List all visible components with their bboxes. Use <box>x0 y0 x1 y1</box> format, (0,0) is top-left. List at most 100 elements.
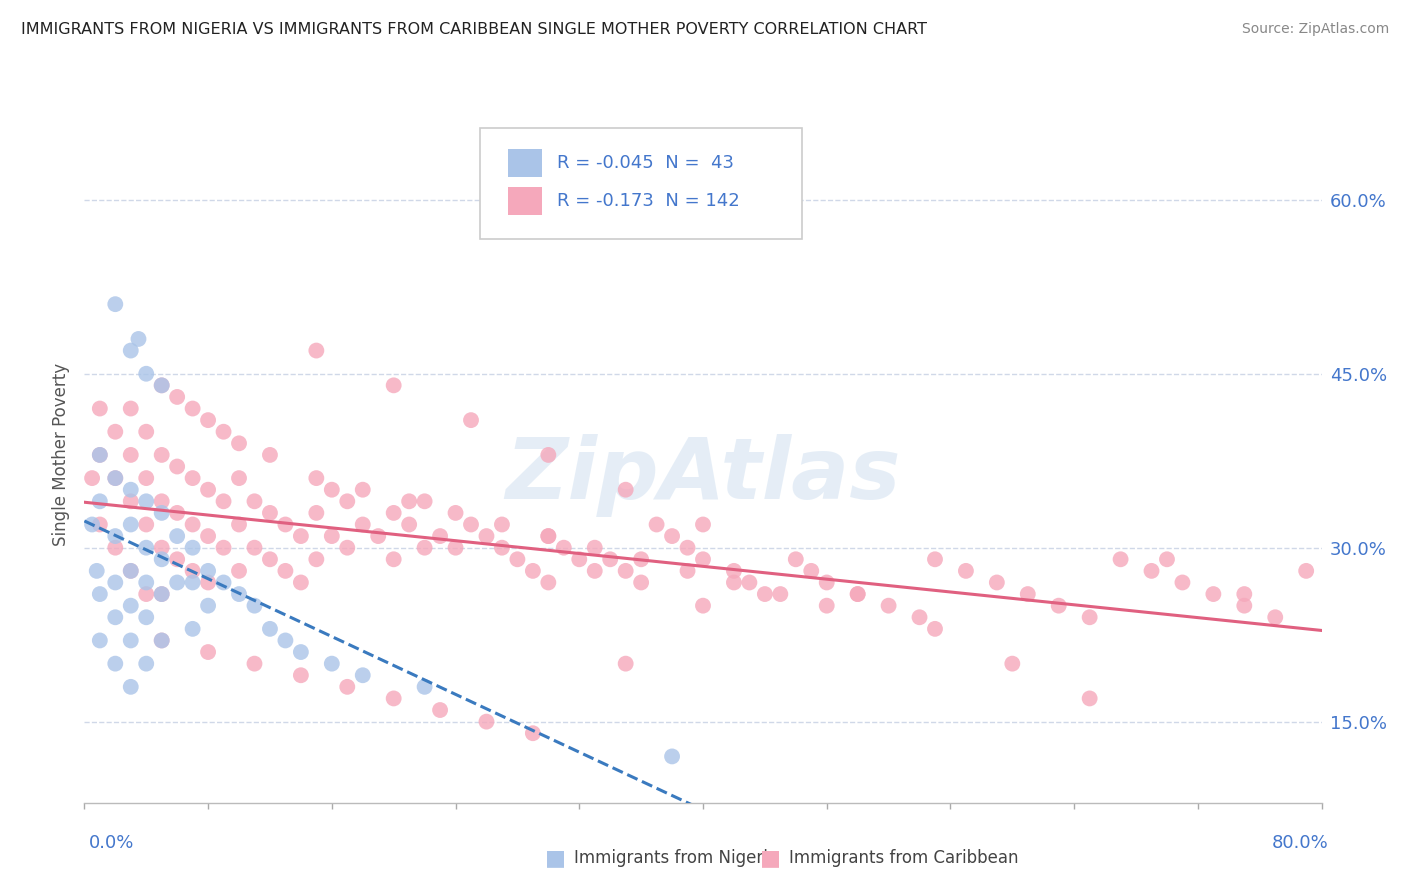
Point <box>413 680 436 694</box>
Text: 0.0%: 0.0% <box>89 834 134 852</box>
Point <box>305 552 328 566</box>
Point <box>537 575 560 590</box>
Point <box>120 680 142 694</box>
Point <box>89 494 111 508</box>
Point <box>120 494 142 508</box>
Point <box>444 541 467 555</box>
Point <box>1017 587 1039 601</box>
Point <box>135 575 157 590</box>
Point <box>475 714 498 729</box>
Point <box>135 494 157 508</box>
Point <box>120 564 142 578</box>
Point <box>815 575 838 590</box>
Point <box>846 587 869 601</box>
Point <box>630 575 652 590</box>
Point <box>800 564 823 578</box>
Point <box>120 401 142 416</box>
Point <box>243 494 266 508</box>
Point <box>212 575 235 590</box>
Point <box>150 378 173 392</box>
Point <box>614 657 637 671</box>
Point <box>382 506 405 520</box>
Point <box>89 401 111 416</box>
Point <box>259 622 281 636</box>
Point <box>475 529 498 543</box>
Point <box>150 378 173 392</box>
Point <box>243 657 266 671</box>
Point <box>522 726 544 740</box>
Point <box>382 378 405 392</box>
Point <box>352 483 374 497</box>
Point <box>290 645 312 659</box>
Point <box>955 564 977 578</box>
Point <box>181 517 204 532</box>
Point <box>274 633 297 648</box>
Point <box>321 483 343 497</box>
Point <box>228 517 250 532</box>
FancyBboxPatch shape <box>481 128 801 239</box>
Point <box>135 517 157 532</box>
Point <box>212 541 235 555</box>
Point <box>150 552 173 566</box>
Point <box>460 517 482 532</box>
Point <box>1140 564 1163 578</box>
Point <box>305 343 328 358</box>
Point <box>506 552 529 566</box>
Point <box>104 541 127 555</box>
Point <box>553 541 575 555</box>
Point <box>181 471 204 485</box>
Point <box>769 587 792 601</box>
Point <box>352 517 374 532</box>
Point <box>135 657 157 671</box>
Point <box>104 610 127 624</box>
Point <box>89 633 111 648</box>
Point <box>398 517 420 532</box>
Point <box>815 599 838 613</box>
Point <box>1264 610 1286 624</box>
Point <box>259 506 281 520</box>
Point <box>197 645 219 659</box>
Point <box>150 506 173 520</box>
Point <box>89 448 111 462</box>
Point <box>661 529 683 543</box>
Point <box>413 541 436 555</box>
Point <box>924 552 946 566</box>
Point <box>568 552 591 566</box>
Point <box>537 529 560 543</box>
Point <box>259 552 281 566</box>
Point <box>197 483 219 497</box>
Bar <box>508 149 543 177</box>
Point <box>429 529 451 543</box>
Text: Immigrants from Nigeria: Immigrants from Nigeria <box>574 849 778 867</box>
Point <box>738 575 761 590</box>
Point <box>135 425 157 439</box>
Point <box>522 564 544 578</box>
Point <box>120 343 142 358</box>
Point <box>305 471 328 485</box>
Point <box>135 471 157 485</box>
Point <box>336 680 359 694</box>
Point <box>120 517 142 532</box>
Point <box>104 575 127 590</box>
Bar <box>508 187 543 215</box>
Text: Immigrants from Caribbean: Immigrants from Caribbean <box>789 849 1018 867</box>
Point <box>135 541 157 555</box>
Point <box>135 587 157 601</box>
Point <box>181 541 204 555</box>
Point <box>120 599 142 613</box>
Point <box>135 367 157 381</box>
Point <box>150 448 173 462</box>
Point <box>877 599 900 613</box>
Point <box>104 471 127 485</box>
Point <box>692 599 714 613</box>
Point <box>166 459 188 474</box>
Point <box>243 541 266 555</box>
Point <box>181 622 204 636</box>
Point <box>491 517 513 532</box>
Point <box>908 610 931 624</box>
Point <box>89 517 111 532</box>
Point <box>86 564 108 578</box>
Point <box>197 575 219 590</box>
Point <box>197 599 219 613</box>
Point <box>120 448 142 462</box>
